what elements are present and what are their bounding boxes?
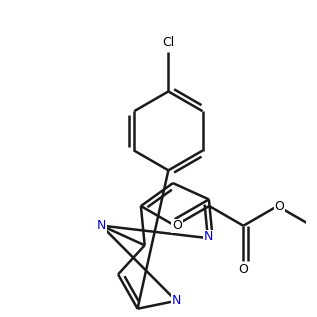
Text: N: N	[204, 230, 213, 243]
Text: Cl: Cl	[162, 36, 174, 49]
Text: O: O	[172, 219, 182, 232]
Text: O: O	[238, 263, 248, 276]
Text: O: O	[275, 199, 284, 212]
Text: N: N	[97, 219, 106, 232]
Text: N: N	[171, 294, 181, 307]
